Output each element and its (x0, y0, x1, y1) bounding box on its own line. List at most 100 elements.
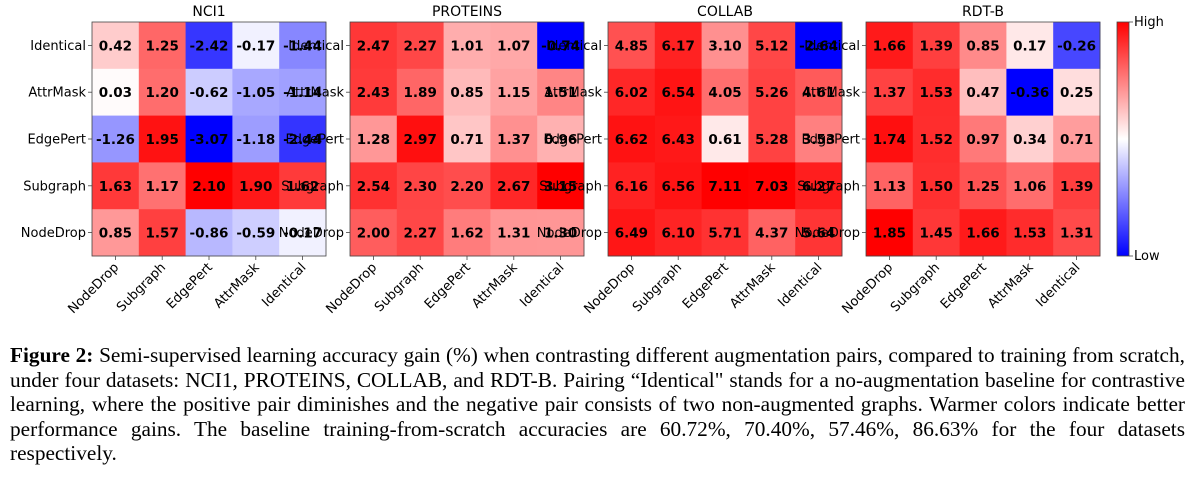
heatmap-cell (537, 115, 585, 163)
cell-value-label: 0.96 (544, 132, 577, 148)
heatmap-cell (185, 162, 233, 210)
panel-title: COLLAB (697, 4, 753, 20)
cell-value-label: 2.30 (404, 179, 437, 195)
cell-value-label: -2.44 (283, 132, 322, 148)
y-tick-label: Identical (804, 39, 860, 54)
x-tick-label: Subgraph (888, 260, 943, 315)
heatmap-cell (490, 68, 538, 116)
y-tick-label: AttrMask (28, 86, 86, 101)
cell-value-label: 7.03 (755, 179, 788, 195)
y-tick-label: Identical (30, 39, 86, 54)
heatmap-cell (912, 209, 960, 257)
heatmap-cell (866, 209, 914, 257)
cell-value-label: 2.10 (192, 179, 225, 195)
cell-value-label: 1.66 (966, 226, 999, 242)
x-tick-label: NodeDrop (840, 260, 897, 317)
heatmap-cell (350, 115, 398, 163)
x-tick-label: AttrMask (727, 260, 779, 312)
cell-value-label: -1.44 (283, 38, 322, 54)
cell-value-label: 2.67 (497, 179, 530, 195)
cell-value-label: 2.20 (450, 179, 483, 195)
heatmap-cell (654, 22, 702, 70)
cell-value-label: -2.64 (799, 38, 838, 54)
cell-value-label: 4.85 (615, 38, 648, 54)
x-tick-label: NodeDrop (582, 260, 639, 317)
x-tick-label: Identical (1033, 260, 1083, 310)
heatmap-cell (912, 22, 960, 70)
heatmap-cell (1006, 22, 1054, 70)
cell-value-label: 6.27 (802, 179, 835, 195)
heatmap-cell (748, 115, 796, 163)
heatmap-cell (537, 209, 585, 257)
heatmap-cell (748, 22, 796, 70)
cell-value-label: 2.43 (357, 85, 390, 101)
y-tick-label: AttrMask (544, 86, 602, 101)
x-tick-label: EdgePert (164, 260, 216, 312)
heatmap-cell (138, 162, 186, 210)
cell-value-label: 0.71 (450, 132, 483, 148)
cell-value-label: 0.85 (450, 85, 483, 101)
cell-value-label: 1.28 (357, 132, 390, 148)
y-tick-label: EdgePert (285, 133, 344, 148)
heatmap-cell (701, 22, 749, 70)
heatmap-cell (232, 115, 280, 163)
cell-value-label: 1.31 (497, 226, 530, 242)
heatmap-cell (654, 68, 702, 116)
cell-value-label: 2.97 (404, 132, 437, 148)
cell-value-label: 1.31 (1060, 226, 1093, 242)
heatmap-cell (866, 115, 914, 163)
cell-value-label: 0.47 (966, 85, 999, 101)
cell-value-label: 0.61 (708, 132, 741, 148)
cell-value-label: 3.53 (802, 132, 835, 148)
cell-value-label: 7.11 (708, 179, 741, 195)
heatmap-cell (959, 68, 1007, 116)
y-tick-label: Subgraph (797, 179, 860, 194)
y-tick-label: Identical (546, 39, 602, 54)
cell-value-label: -2.42 (190, 38, 229, 54)
cell-value-label: 0.42 (99, 38, 132, 54)
heatmap-cell (92, 209, 140, 257)
heatmap-cell (396, 68, 444, 116)
cell-value-label: 2.27 (404, 226, 437, 242)
cell-value-label: -1.26 (96, 132, 135, 148)
y-tick-label: AttrMask (802, 86, 860, 101)
heatmap-cell (279, 22, 327, 70)
heatmap-cell (92, 22, 140, 70)
heatmap-cell (443, 162, 491, 210)
caption-text: Semi-supervised learning accuracy gain (… (10, 343, 1185, 465)
heatmap-cell (748, 162, 796, 210)
cell-value-label: 1.50 (920, 179, 953, 195)
heatmap-cell (654, 209, 702, 257)
cell-value-label: 1.20 (146, 85, 179, 101)
cell-value-label: 0.85 (99, 226, 132, 242)
cell-value-label: 1.37 (873, 85, 906, 101)
x-tick-label: NodeDrop (324, 260, 381, 317)
cell-value-label: 2.54 (357, 179, 390, 195)
heatmap-cell (608, 162, 656, 210)
heatmap-cell (185, 115, 233, 163)
heatmap-cell (912, 68, 960, 116)
cell-value-label: 0.03 (99, 85, 132, 101)
cell-value-label: 6.43 (662, 132, 695, 148)
cell-value-label: 1.53 (920, 85, 953, 101)
heatmap-cell (748, 68, 796, 116)
heatmap-panel-nci1: NCI1 0.42 1.25 -2.42 -0.17 -1.44 0.03 1.20 -0.62… (21, 4, 327, 317)
y-tick-label: NodeDrop (537, 226, 602, 241)
figure-caption: Figure 2: Semi-supervised learning accur… (10, 343, 1185, 466)
heatmap-cell (490, 115, 538, 163)
heatmap-cell (1006, 68, 1054, 116)
heatmap-cell (701, 68, 749, 116)
heatmap-cell (490, 162, 538, 210)
cell-value-label: 0.85 (966, 38, 999, 54)
heatmap-cell (279, 68, 327, 116)
panel-title: PROTEINS (432, 4, 502, 20)
cell-value-label: 4.05 (708, 85, 741, 101)
cell-value-label: 1.85 (873, 226, 906, 242)
heatmap-cell (537, 162, 585, 210)
x-tick-label: Subgraph (372, 260, 427, 315)
x-tick-label: EdgePert (938, 260, 990, 312)
heatmap-cell (443, 115, 491, 163)
heatmap-cell (350, 209, 398, 257)
cell-value-label: 5.64 (802, 226, 835, 242)
heatmap-cell (654, 115, 702, 163)
